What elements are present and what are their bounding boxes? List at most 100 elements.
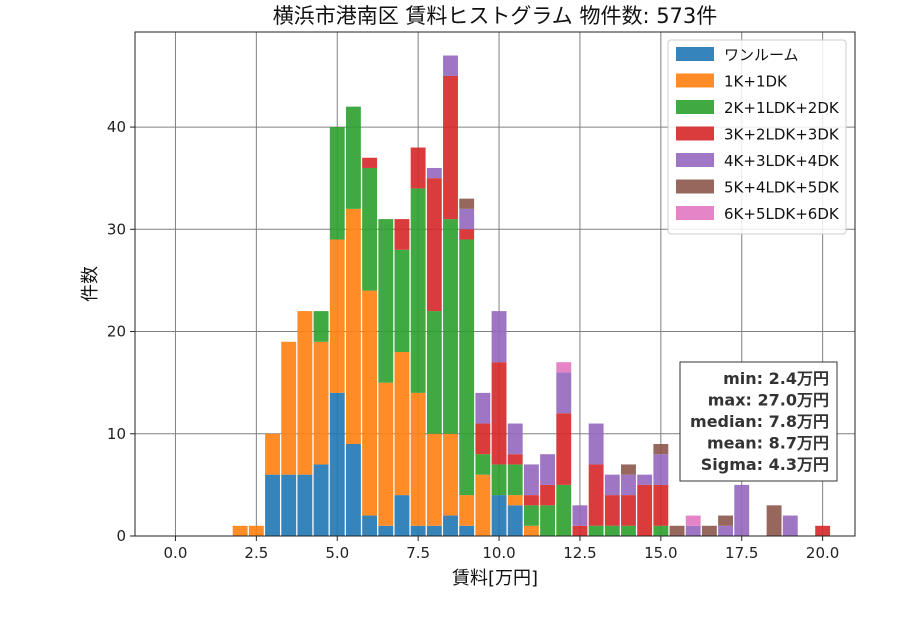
x-tick-label: 15.0	[644, 544, 677, 562]
legend: ワンルーム 1K+1DK 2K+1LDK+2DK 3K+2LDK+3DK 4K+3LDK…	[667, 39, 847, 235]
bar-segment-3	[394, 219, 410, 250]
bar-segment-4	[507, 423, 523, 455]
bar-segment-2	[491, 464, 507, 496]
chart-title: 横浜市港南区 賃料ヒストグラム 物件数: 573件	[273, 4, 718, 28]
bar-segment-4	[540, 454, 556, 485]
bar-segment-2	[329, 127, 345, 240]
bar-segment-0	[491, 495, 507, 536]
x-tick-label: 7.5	[406, 544, 430, 562]
bar-segment-0	[297, 474, 313, 536]
bar-segment-2	[410, 188, 426, 393]
bar-segment-3	[540, 484, 556, 506]
bar-segment-2	[556, 484, 572, 536]
bar-segment-4	[604, 474, 620, 496]
bar-segment-5	[459, 198, 475, 209]
bar-segment-4	[523, 464, 539, 496]
bar-segment-2	[345, 106, 361, 209]
bar-segment-2	[426, 311, 442, 434]
x-tick-label: 5.0	[325, 544, 349, 562]
bar-segment-extra	[815, 525, 831, 536]
legend-swatch	[676, 179, 714, 194]
bar-segment-0	[329, 392, 345, 536]
bar-segment-1	[394, 351, 410, 496]
bar-segment-5	[653, 443, 669, 455]
bar-segment-3	[426, 178, 442, 312]
bar-segment-2	[653, 525, 669, 536]
bar-segment-4	[556, 372, 572, 414]
bars	[232, 55, 831, 536]
bar-segment-0	[410, 525, 426, 536]
bar-segment-2	[507, 464, 523, 496]
bar-segment-1	[362, 290, 378, 516]
legend-swatch	[676, 126, 714, 141]
bar-segment-1	[459, 495, 475, 526]
legend-swatch	[676, 206, 714, 220]
bar-segment-3	[653, 484, 669, 526]
bar-segment-1	[281, 341, 297, 475]
x-axis-ticks: 0.0 2.5 5.0 7.5 10.0 12.5 15.0 17.5 20.0	[164, 536, 839, 562]
bar-segment-4	[588, 423, 604, 465]
bar-segment-6	[556, 362, 572, 373]
bar-segment-0	[426, 525, 442, 536]
bar-segment-1	[329, 239, 345, 393]
bar-segment-4	[734, 484, 750, 536]
stats-box-frame	[679, 361, 838, 482]
bar-segment-2	[394, 249, 410, 352]
bar-segment-4	[718, 525, 734, 536]
bar-segment-4	[782, 515, 798, 536]
bar-segment-0	[459, 525, 475, 536]
bar-segment-2	[475, 454, 491, 475]
bar-segment-3	[362, 157, 378, 168]
legend-label: 2K+1LDK+2DK	[724, 99, 840, 117]
bar-segment-3	[507, 454, 523, 465]
bar-segment-1	[313, 341, 329, 465]
stats-box: min: 2.4万円 max: 27.0万円 median: 7.8万円 mean: …	[679, 361, 838, 482]
bar-segment-4	[443, 55, 458, 76]
bar-segment-4	[653, 454, 669, 485]
bar-segment-3	[410, 147, 426, 189]
bar-segment-1	[248, 525, 264, 536]
bar-segment-3	[443, 75, 458, 220]
bar-segment-0	[313, 464, 329, 536]
bar-segment-1	[443, 433, 458, 516]
bar-segment-0	[281, 474, 297, 536]
bar-segment-5	[669, 525, 685, 536]
bar-segment-1	[297, 311, 313, 475]
bar-segment-5	[718, 515, 734, 526]
bar-segment-1	[378, 382, 394, 526]
bar-segment-3	[637, 484, 653, 536]
bar-segment-4	[491, 311, 507, 363]
y-tick-label: 40	[107, 118, 126, 136]
legend-label: 5K+4LDK+5DK	[724, 179, 840, 197]
bar-segment-3	[572, 525, 588, 536]
bar-segment-4	[426, 167, 442, 179]
bar-segment-3	[475, 423, 491, 455]
stats-line: median: 7.8万円	[690, 412, 829, 431]
legend-swatch	[676, 47, 714, 61]
bar-segment-1	[232, 525, 248, 536]
bar-segment-3	[621, 495, 636, 526]
y-tick-label: 30	[107, 220, 126, 238]
legend-swatch	[676, 153, 714, 167]
bar-segment-5	[766, 505, 782, 536]
bar-segment-0	[443, 515, 458, 536]
bar-segment-3	[459, 229, 475, 240]
bar-segment-3	[604, 495, 620, 526]
bar-segment-2	[588, 525, 604, 536]
x-tick-label: 20.0	[806, 544, 839, 562]
bar-segment-4	[459, 208, 475, 230]
bar-segment-1	[507, 495, 523, 506]
legend-label: 6K+5LDK+6DK	[724, 205, 840, 223]
y-tick-label: 0	[116, 527, 126, 545]
legend-swatch	[676, 100, 714, 114]
x-axis-label: 賃料[万円]	[452, 568, 538, 589]
bar-segment-1	[523, 525, 539, 536]
bar-segment-6	[685, 515, 701, 526]
x-tick-label: 0.0	[164, 544, 188, 562]
bar-segment-2	[313, 311, 329, 342]
stats-line: max: 27.0万円	[708, 391, 829, 410]
stats-line: min: 2.4万円	[723, 369, 829, 388]
x-tick-label: 10.0	[482, 544, 515, 562]
bar-segment-2	[621, 525, 636, 536]
